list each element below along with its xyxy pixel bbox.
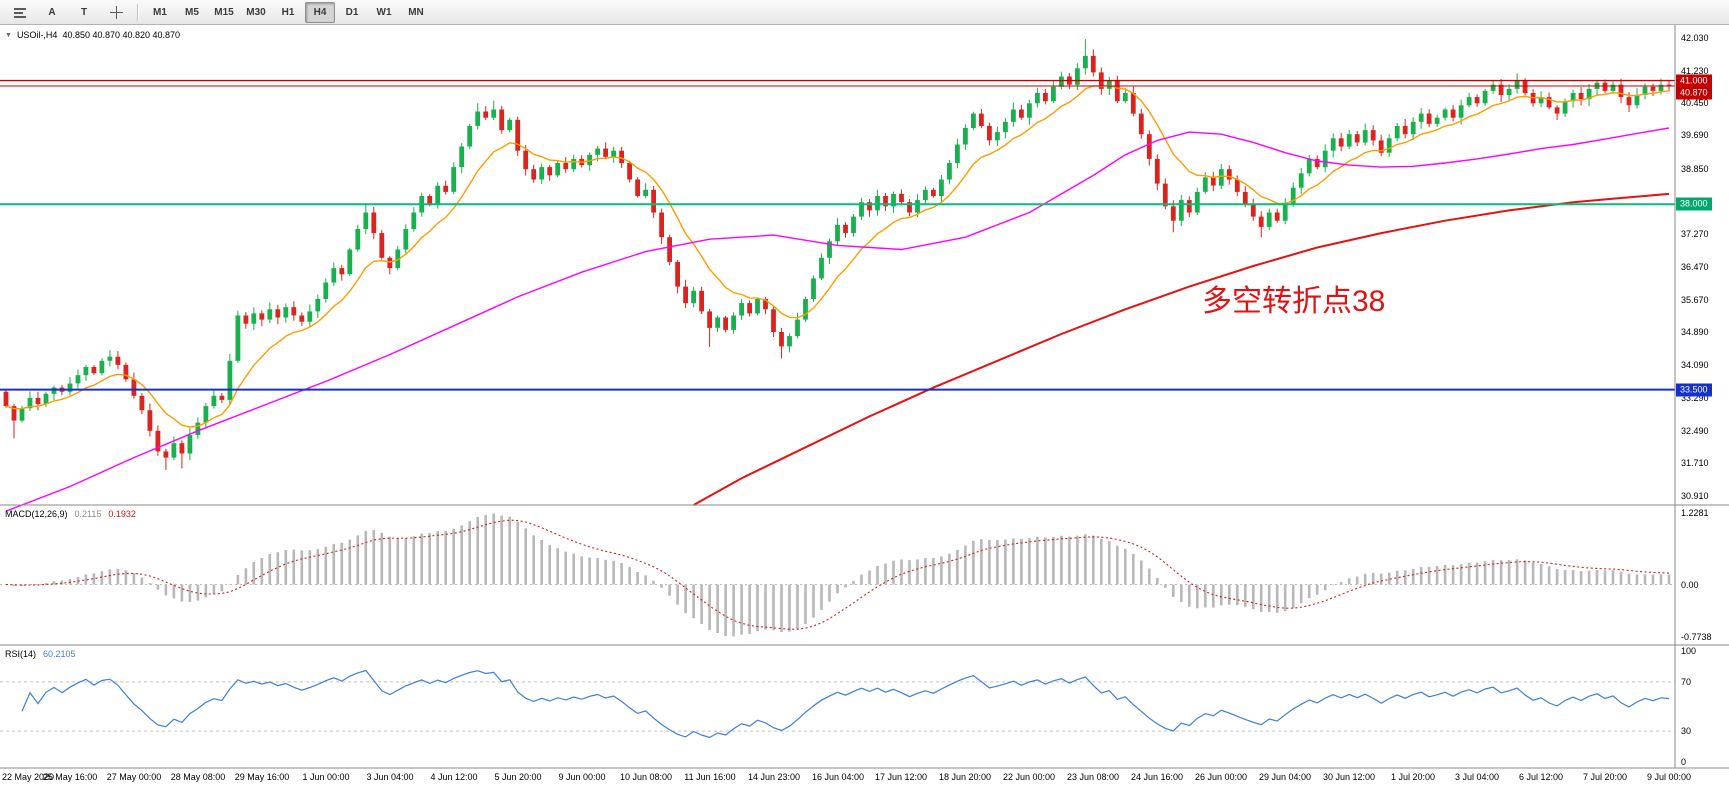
date-axis-label: 24 Jun 16:00 <box>1130 772 1184 782</box>
macd-signal-value: 0.1932 <box>108 509 136 519</box>
price-badge: 40.870 <box>1676 86 1712 100</box>
price-badge: 41.000 <box>1676 74 1712 88</box>
date-axis-label: 23 Jun 08:00 <box>1066 772 1120 782</box>
rsi-axis-label: 0 <box>1681 757 1687 767</box>
chart-annotation: 多空转折点38 <box>1202 285 1386 318</box>
date-axis-label: 5 Jun 20:00 <box>494 772 542 782</box>
date-axis-label: 4 Jun 12:00 <box>430 772 478 782</box>
price-axis-label: 33.290 <box>1681 393 1709 403</box>
date-axis-label: 29 May 16:00 <box>234 772 290 782</box>
one-click-trading-arrow[interactable]: ▼ <box>5 31 12 39</box>
date-axis-label: 7 Jul 20:00 <box>1582 772 1628 782</box>
timeframe-m5[interactable]: M5 <box>185 6 199 18</box>
macd-axis-label: 0.00 <box>1681 580 1699 590</box>
date-axis-label: 28 May 08:00 <box>170 772 226 782</box>
chart-list-icon[interactable] <box>5 2 35 23</box>
date-axis-label: 6 Jul 12:00 <box>1518 772 1564 782</box>
date-axis-label: 14 Jun 23:00 <box>747 772 801 782</box>
rsi-value: 60.2105 <box>43 649 76 659</box>
date-axis-label: 30 Jun 12:00 <box>1322 772 1376 782</box>
crosshair-icon[interactable] <box>101 2 131 23</box>
price-axis-label: 40.450 <box>1681 98 1709 108</box>
price-axis-label: 39.690 <box>1681 130 1709 140</box>
date-axis-label: 18 Jun 20:00 <box>938 772 992 782</box>
price-badge: 38.000 <box>1676 197 1712 211</box>
macd-main-value: 0.2115 <box>74 509 102 519</box>
text-tool-button[interactable]: T <box>80 6 88 18</box>
date-axis-label: 22 Jun 00:00 <box>1002 772 1056 782</box>
price-axis-label: 34.090 <box>1681 360 1709 370</box>
price-axis-label: 31.710 <box>1681 458 1709 468</box>
ohlc-values: 40.850 40.870 40.820 40.870 <box>62 30 181 40</box>
timeframe-m1[interactable]: M1 <box>153 6 167 18</box>
price-axis-label: 34.890 <box>1681 327 1709 337</box>
date-axis-label: 3 Jun 04:00 <box>366 772 414 782</box>
date-axis-label: 11 Jun 16:00 <box>684 772 736 782</box>
price-axis-label: 35.670 <box>1681 295 1709 305</box>
date-axis-label: 9 Jun 00:00 <box>558 772 606 782</box>
timeframe-h4[interactable]: H4 <box>305 1 335 23</box>
macd-header: MACD(12,26,9) 0.2115 0.1932 <box>5 509 136 519</box>
timeframe-m15[interactable]: M15 <box>214 6 234 18</box>
date-axis-label: 16 Jun 04:00 <box>811 772 865 782</box>
price-axis-label: 41.230 <box>1681 66 1709 76</box>
toolbar-separator <box>137 3 139 21</box>
rsi-axis-label: 70 <box>1681 677 1692 687</box>
timeframe-w1[interactable]: W1 <box>376 6 392 18</box>
chart-header: ▼ USOil-,H4 40.850 40.870 40.820 40.870 <box>5 30 180 40</box>
list-icon-glyph <box>14 7 26 18</box>
date-axis-label: 10 Jun 08:00 <box>619 772 673 782</box>
price-axis-label: 36.470 <box>1681 262 1709 272</box>
price-axis-label: 38.850 <box>1681 164 1709 174</box>
timeframe-m30[interactable]: M30 <box>246 6 266 18</box>
crosshair-glyph <box>109 5 123 19</box>
date-axis-label: 1 Jul 20:00 <box>1390 772 1436 782</box>
date-axis-label: 29 Jun 04:00 <box>1258 772 1312 782</box>
date-axis-label: 17 Jun 12:00 <box>874 772 928 782</box>
rsi-name: RSI(14) <box>5 649 37 659</box>
price-axis-label: 32.490 <box>1681 426 1709 436</box>
macd-axis-label: -0.7738 <box>1681 632 1712 642</box>
price-axis-label: 42.030 <box>1681 33 1709 43</box>
price-axis-label: 30.910 <box>1681 491 1709 501</box>
date-axis-label: 3 Jul 04:00 <box>1454 772 1500 782</box>
macd-axis-label: 1.2281 <box>1681 508 1709 518</box>
arrow-tool-button[interactable]: A <box>48 6 56 18</box>
timeframe-group: M1 M5 M15 M30 H1 H4 D1 W1 MN <box>144 1 432 23</box>
toolbar: A T M1 M5 M15 M30 H1 H4 D1 W1 MN <box>0 0 1729 25</box>
rsi-header: RSI(14) 60.2105 <box>5 649 76 659</box>
date-axis-label: 22 May 2020 <box>2 772 55 782</box>
macd-name: MACD(12,26,9) <box>5 509 68 519</box>
date-axis-label: 25 May 16:00 <box>42 772 98 782</box>
price-axis-label: 37.270 <box>1681 229 1709 239</box>
price-badge: 33.500 <box>1676 383 1712 397</box>
date-axis-label: 27 May 00:00 <box>106 772 162 782</box>
timeframe-h1[interactable]: H1 <box>281 6 295 18</box>
symbol-label: USOil-,H4 <box>16 30 58 40</box>
rsi-axis-label: 100 <box>1681 646 1697 656</box>
date-axis-label: 9 Jul 00:00 <box>1646 772 1692 782</box>
rsi-axis-label: 30 <box>1681 726 1692 736</box>
date-axis-label: 1 Jun 00:00 <box>302 772 350 782</box>
timeframe-d1[interactable]: D1 <box>345 6 359 18</box>
timeframe-mn[interactable]: MN <box>408 6 424 18</box>
date-axis-label: 26 Jun 00:00 <box>1194 772 1248 782</box>
